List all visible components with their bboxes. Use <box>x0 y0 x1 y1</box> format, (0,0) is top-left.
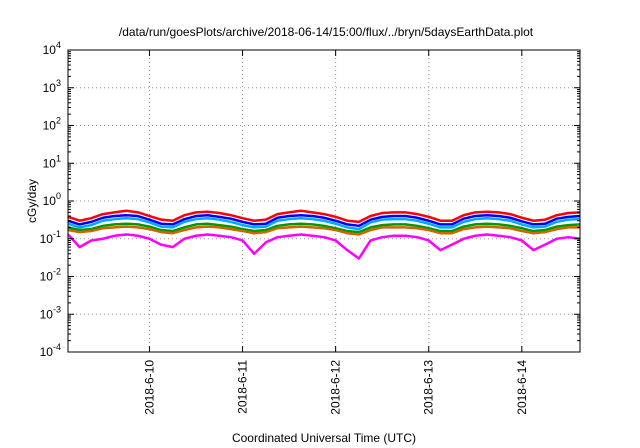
y-tick-labels: 10-4 10-3 10-2 10-1 100 101 102 103 104 <box>40 40 61 359</box>
chart-title: /data/run/goesPlots/archive/2018-06-14/1… <box>119 25 534 39</box>
y-tick-label: 10-2 <box>40 267 61 284</box>
y-tick-label: 104 <box>43 40 61 57</box>
x-axis-label: Coordinated Universal Time (UTC) <box>232 431 416 445</box>
y-tick-label: 10-3 <box>40 304 61 321</box>
y-tick-label: 10-1 <box>40 229 61 246</box>
grid <box>68 50 580 352</box>
y-tick-label: 103 <box>43 78 61 95</box>
series-line-1 <box>67 209 581 224</box>
x-tick-labels: 2018-6-10 2018-6-11 2018-6-12 2018-6-13 2018… <box>142 360 528 415</box>
series-line-6 <box>67 233 581 260</box>
series-line-5 <box>67 225 580 236</box>
y-tick-label: 101 <box>43 153 61 170</box>
y-tick-label: 100 <box>43 191 61 208</box>
y-tick-label: 102 <box>43 116 61 133</box>
x-tick-label: 2018-6-14 <box>515 360 529 415</box>
series-layer <box>67 209 581 260</box>
x-tick-label: 2018-6-13 <box>422 360 436 415</box>
x-tick-label: 2018-6-10 <box>142 360 156 415</box>
y-tick-label: 10-4 <box>40 342 61 359</box>
x-tick-label: 2018-6-12 <box>329 360 343 415</box>
series-line-4 <box>67 222 581 234</box>
ticks <box>68 49 580 353</box>
series-line-3 <box>67 216 581 231</box>
y-axis-label: cGy/day <box>25 179 39 223</box>
x-tick-label: 2018-6-11 <box>236 360 250 414</box>
series-line-2 <box>67 213 581 228</box>
